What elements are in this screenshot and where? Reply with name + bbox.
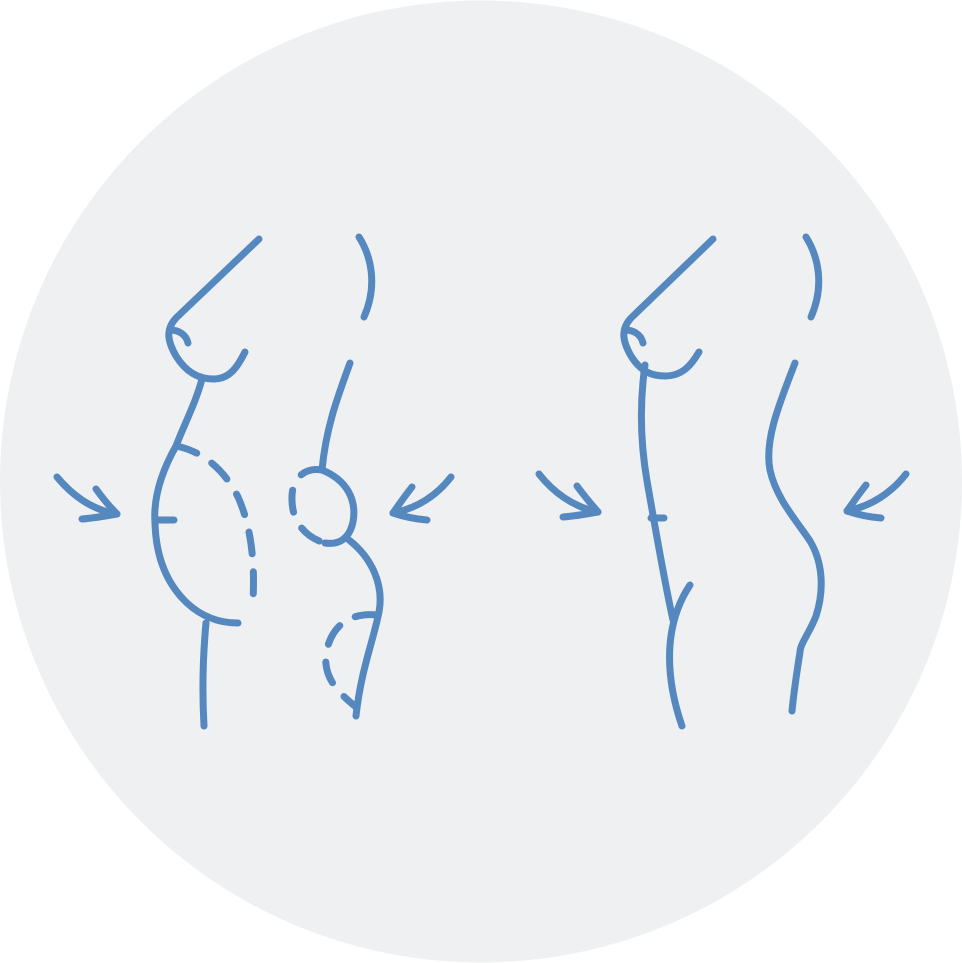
before-buttock-dash-icon [322, 611, 381, 711]
before-right-arrow-icon [389, 473, 455, 524]
after-right-arrow-icon [843, 470, 910, 522]
after-front-line-icon [637, 361, 677, 624]
before-buttock-line-icon [345, 536, 384, 720]
before-lower-back-icon [318, 359, 354, 474]
after-thigh-line-icon [666, 581, 694, 730]
after-nipple-icon [621, 326, 647, 347]
before-nipple-icon [166, 326, 192, 347]
after-figure [535, 233, 910, 730]
before-leg-line-icon [199, 619, 210, 730]
before-left-arrow-icon [53, 473, 121, 523]
before-lovehandle-dash-icon [288, 466, 329, 547]
after-upper-back-icon [802, 233, 823, 321]
after-back-curve-icon [765, 359, 825, 715]
before-figure [53, 233, 455, 730]
before-upper-back-icon [355, 233, 376, 321]
before-fat-outline-icon [172, 442, 257, 604]
after-left-arrow-icon [535, 470, 602, 521]
before-lovehandle-icon [318, 466, 358, 547]
